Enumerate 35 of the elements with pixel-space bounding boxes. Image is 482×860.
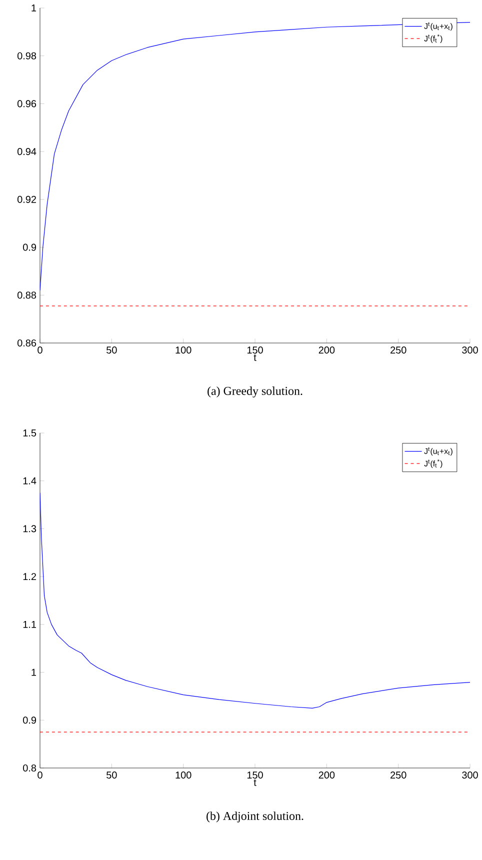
x-tick-label: 50 (106, 346, 117, 354)
x-tick-label: 250 (390, 772, 406, 779)
y-tick-label: 1.2 (23, 573, 36, 580)
x-tick-label: 0 (38, 772, 42, 779)
x-tick-label: 0 (38, 346, 42, 354)
y-tick-label: 1.1 (23, 620, 36, 628)
y-tick-label: 0.98 (17, 52, 36, 60)
line-series (40, 22, 470, 291)
y-tick-label: 1.5 (23, 430, 36, 436)
y-tick-label: 0.88 (17, 292, 36, 299)
x-tick-label: 300 (462, 346, 478, 354)
x-tick-label: 200 (318, 346, 335, 354)
y-tick-label: 0.8 (23, 764, 36, 772)
text: (b) Adjoint solution. (206, 812, 304, 822)
y-tick-label: 0.9 (23, 716, 36, 724)
x-axis-title: t (254, 779, 256, 786)
y-tick-label: 1 (32, 4, 36, 12)
text: (a) Greedy solution. (208, 386, 302, 398)
x-tick-label: 250 (390, 346, 406, 354)
y-tick-label: 1.4 (23, 477, 36, 484)
x-tick-label: 150 (247, 346, 263, 354)
x-tick-label: 300 (462, 772, 478, 779)
x-tick-label: 200 (318, 772, 335, 779)
x-tick-label: 100 (176, 346, 192, 354)
x-tick-label: 150 (247, 772, 263, 779)
y-tick-label: 0.92 (17, 196, 36, 203)
x-tick-label: 100 (176, 772, 192, 779)
y-tick-label: 1.3 (23, 525, 36, 532)
x-axis-title: t (254, 354, 256, 361)
y-tick-label: 0.9 (23, 244, 36, 251)
y-tick-label: 0.94 (17, 148, 36, 156)
y-tick-label: 1 (32, 668, 36, 676)
x-tick-label: 50 (106, 772, 117, 779)
y-tick-label: 0.86 (17, 339, 36, 347)
y-tick-label: 0.96 (17, 100, 36, 108)
